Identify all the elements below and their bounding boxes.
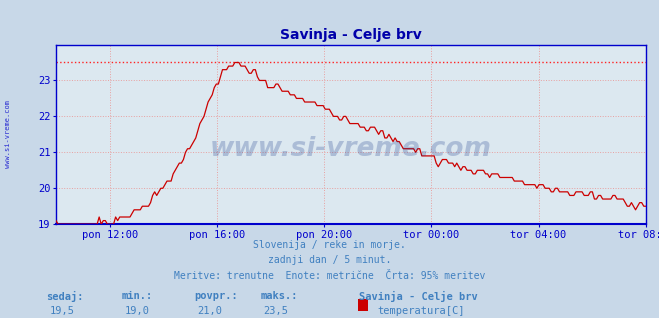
Text: sedaj:: sedaj: — [46, 291, 84, 302]
Text: www.si-vreme.com: www.si-vreme.com — [210, 136, 492, 162]
Text: Slovenija / reke in morje.: Slovenija / reke in morje. — [253, 240, 406, 250]
Text: 19,5: 19,5 — [49, 306, 74, 316]
Text: povpr.:: povpr.: — [194, 291, 238, 301]
Title: Savinja - Celje brv: Savinja - Celje brv — [280, 28, 422, 42]
Text: 19,0: 19,0 — [125, 306, 150, 316]
Text: temperatura[C]: temperatura[C] — [377, 306, 465, 316]
Text: Savinja - Celje brv: Savinja - Celje brv — [359, 291, 478, 302]
Text: min.:: min.: — [122, 291, 153, 301]
Text: maks.:: maks.: — [260, 291, 298, 301]
Text: Meritve: trenutne  Enote: metrične  Črta: 95% meritev: Meritve: trenutne Enote: metrične Črta: … — [174, 271, 485, 280]
Text: www.si-vreme.com: www.si-vreme.com — [5, 100, 11, 168]
Text: 23,5: 23,5 — [264, 306, 289, 316]
Text: zadnji dan / 5 minut.: zadnji dan / 5 minut. — [268, 255, 391, 265]
Text: 21,0: 21,0 — [198, 306, 223, 316]
